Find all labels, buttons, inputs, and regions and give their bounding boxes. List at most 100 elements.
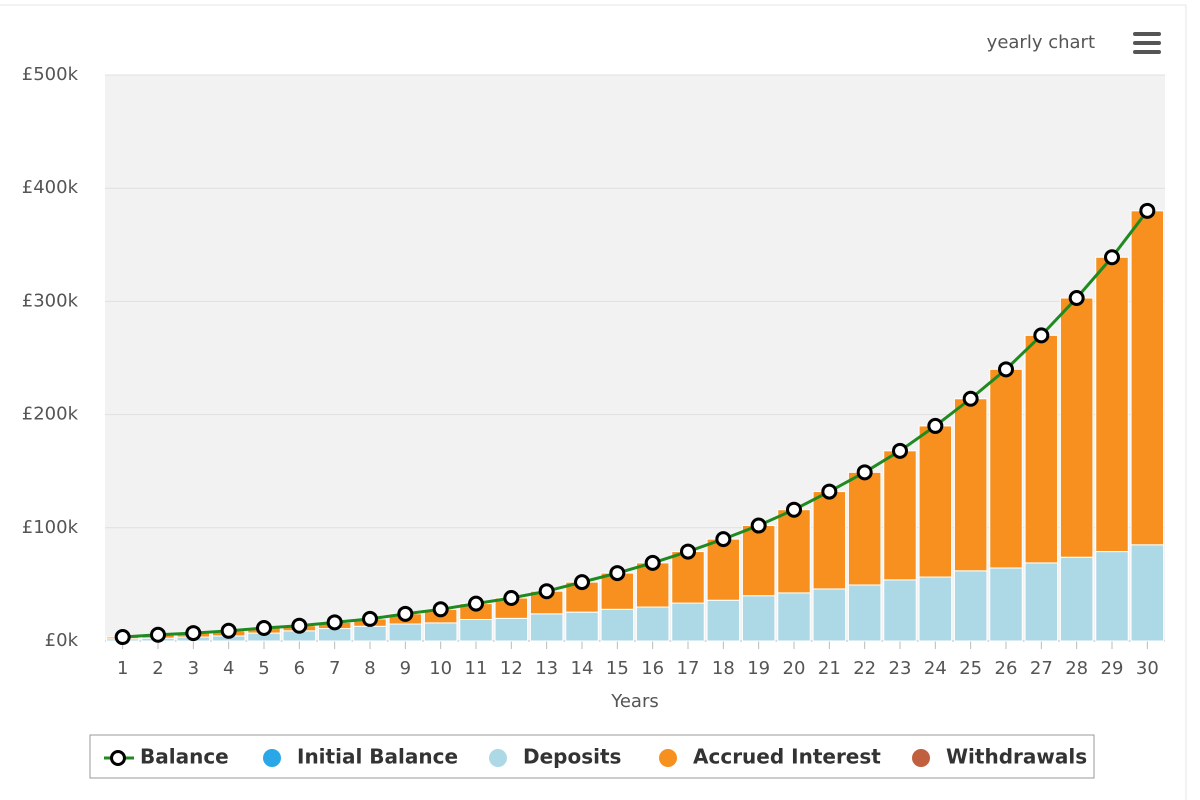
bar-segment xyxy=(1095,551,1129,642)
x-tick-label: 30 xyxy=(1136,658,1159,679)
bar-segment xyxy=(600,608,635,642)
balance-point xyxy=(998,361,1014,378)
x-tick-label: 9 xyxy=(400,658,411,679)
balance-point xyxy=(574,574,590,591)
bar-segment xyxy=(847,584,882,642)
bar-segment xyxy=(459,618,493,642)
legend-label[interactable]: Initial Balance xyxy=(297,745,458,769)
balance-point xyxy=(1068,290,1085,307)
balance-point xyxy=(362,610,378,627)
bar-segment xyxy=(388,623,423,642)
legend-label[interactable]: Deposits xyxy=(523,745,621,769)
bar-segment xyxy=(1059,556,1094,642)
x-tick-label: 13 xyxy=(535,658,558,679)
x-tick-label: 1 xyxy=(117,658,128,679)
bar-segment xyxy=(918,425,953,578)
bar-segment xyxy=(918,576,953,642)
x-tick-label: 14 xyxy=(571,658,594,679)
x-tick-label: 3 xyxy=(188,658,199,679)
balance-point xyxy=(291,617,308,634)
legend-label[interactable]: Balance xyxy=(140,745,229,769)
balance-point xyxy=(750,517,767,534)
x-tick-label: 6 xyxy=(294,658,305,679)
menu-icon[interactable] xyxy=(1133,32,1161,54)
balance-point xyxy=(503,589,520,606)
balance-point xyxy=(892,442,908,459)
legend-marker xyxy=(263,749,281,767)
balance-point xyxy=(114,629,131,646)
balance-point xyxy=(962,390,979,407)
balance-point xyxy=(680,543,696,560)
balance-point xyxy=(927,417,944,434)
bar-segment xyxy=(565,611,599,642)
x-tick-label: 23 xyxy=(889,658,912,679)
x-tick-label: 27 xyxy=(1030,658,1053,679)
legend-marker xyxy=(912,749,930,767)
y-tick-label: £400k xyxy=(22,177,79,198)
x-tick-label: 28 xyxy=(1065,658,1088,679)
balance-point xyxy=(856,464,873,481)
bar-segment xyxy=(777,509,811,594)
bar-segment xyxy=(671,551,705,604)
x-tick-label: 18 xyxy=(712,658,735,679)
bar-segment xyxy=(812,588,847,642)
bar-segment xyxy=(953,398,988,572)
y-tick-label: £200k xyxy=(22,404,79,425)
x-tick-label: 2 xyxy=(152,658,163,679)
balance-point xyxy=(220,622,237,639)
x-axis-title: Years xyxy=(610,691,659,712)
x-tick-label: 16 xyxy=(641,658,664,679)
x-tick-label: 12 xyxy=(500,658,523,679)
bar-segment xyxy=(777,592,811,642)
legend-label[interactable]: Withdrawals xyxy=(946,745,1087,769)
bar-segment xyxy=(1059,297,1094,558)
y-tick-label: £100k xyxy=(22,517,79,538)
plot-area xyxy=(105,75,1165,641)
bar-segment xyxy=(883,579,917,642)
balance-point xyxy=(468,595,484,612)
legend-label[interactable]: Accrued Interest xyxy=(693,745,881,769)
x-tick-label: 21 xyxy=(818,658,841,679)
bar-segment xyxy=(812,491,847,590)
balance-point xyxy=(397,605,414,622)
x-tick-label: 26 xyxy=(995,658,1018,679)
x-tick-label: 7 xyxy=(329,658,340,679)
bar-segment xyxy=(353,625,387,642)
menu-label[interactable]: yearly chart xyxy=(987,32,1095,53)
x-tick-label: 5 xyxy=(258,658,269,679)
bar-segment xyxy=(671,602,705,642)
x-tick-label: 15 xyxy=(606,658,629,679)
balance-point xyxy=(432,601,449,618)
bar-segment xyxy=(1095,256,1129,553)
x-tick-label: 22 xyxy=(853,658,876,679)
bar-segment xyxy=(847,471,882,586)
balance-point xyxy=(1033,327,1050,344)
bar-segment xyxy=(529,613,564,642)
balance-point xyxy=(1139,202,1156,219)
x-tick-label: 4 xyxy=(223,658,234,679)
bar-segment xyxy=(317,628,352,642)
bar-segment xyxy=(883,450,917,581)
bar-segment xyxy=(600,572,635,610)
y-tick-label: £0k xyxy=(45,630,79,651)
balance-point xyxy=(1104,249,1120,266)
balance-point xyxy=(185,625,202,642)
legend-marker xyxy=(110,750,126,766)
x-tick-label: 20 xyxy=(783,658,806,679)
balance-point xyxy=(786,501,802,518)
bar-segment xyxy=(706,538,741,601)
bar-segment xyxy=(989,567,1023,642)
bar-segment xyxy=(635,606,670,642)
bar-segment xyxy=(423,622,458,642)
balance-point xyxy=(715,531,732,548)
balance-point xyxy=(256,619,272,636)
balance-point xyxy=(644,554,661,571)
bar-segment xyxy=(706,599,741,642)
x-tick-label: 17 xyxy=(677,658,700,679)
balance-point xyxy=(538,583,555,600)
bar-segment xyxy=(741,525,776,597)
legend-marker xyxy=(489,749,507,767)
bar-segment xyxy=(1130,210,1165,546)
x-tick-label: 8 xyxy=(364,658,375,679)
